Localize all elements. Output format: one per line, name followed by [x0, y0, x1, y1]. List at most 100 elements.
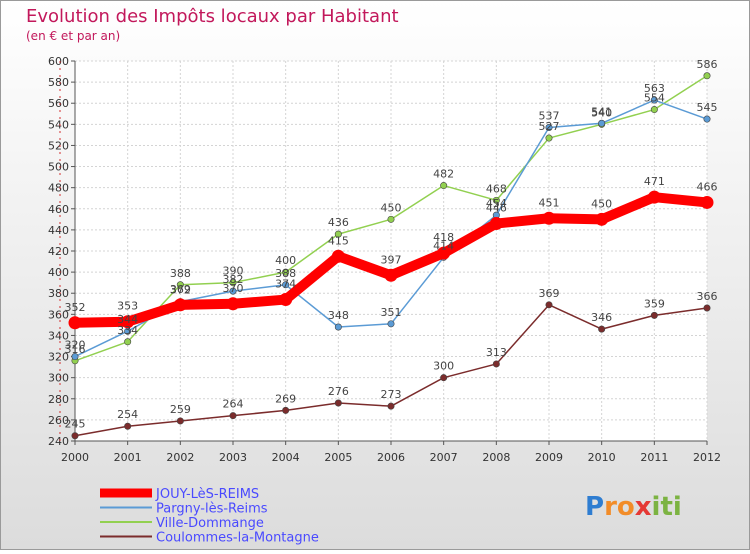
- data-label: 527: [539, 120, 560, 133]
- data-label: 276: [328, 385, 349, 398]
- series-point-3: [229, 412, 237, 420]
- legend: JOUY-LèS-REIMSPargny-lès-ReimsVille-Domm…: [100, 487, 319, 546]
- data-label: 541: [591, 105, 612, 118]
- data-label: 352: [65, 301, 86, 314]
- series-point-3: [440, 374, 448, 382]
- series-point-1: [545, 124, 553, 132]
- series-point-1: [334, 323, 342, 331]
- series-point-3: [387, 402, 395, 410]
- data-label: 563: [644, 82, 665, 95]
- data-label: 400: [275, 254, 296, 267]
- y-tick-label: 460: [48, 203, 69, 216]
- series-point-3: [334, 399, 342, 407]
- series-point-3: [176, 417, 184, 425]
- y-tick-label: 300: [48, 372, 69, 385]
- data-label: 466: [697, 180, 718, 193]
- chart-subtitle: (en € et par an): [26, 29, 120, 43]
- series-point-0: [542, 211, 556, 225]
- data-label: 388: [170, 267, 191, 280]
- data-label: 300: [433, 360, 454, 373]
- data-label: 545: [697, 101, 718, 114]
- data-label: 450: [591, 197, 612, 210]
- x-tick-label: 2005: [324, 451, 352, 464]
- data-label: 482: [433, 168, 454, 181]
- series-point-2: [176, 281, 184, 289]
- series-point-2: [650, 106, 658, 114]
- data-label: 369: [539, 287, 560, 300]
- series-point-3: [492, 360, 500, 368]
- data-label: 369: [170, 283, 191, 296]
- data-label: 351: [381, 306, 402, 319]
- data-label: 372: [170, 284, 191, 297]
- x-tick-label: 2009: [535, 451, 563, 464]
- series-point-0: [279, 293, 293, 307]
- data-label: 259: [170, 403, 191, 416]
- series-point-2: [124, 338, 132, 346]
- series-point-3: [124, 422, 132, 430]
- x-tick-label: 2006: [377, 451, 405, 464]
- series-point-0: [173, 298, 187, 312]
- x-tick-label: 2012: [693, 451, 721, 464]
- series-point-0: [384, 268, 398, 282]
- series-point-0: [700, 195, 714, 209]
- y-tick-label: 440: [48, 224, 69, 237]
- y-tick-label: 260: [48, 414, 69, 427]
- series-point-1: [650, 96, 658, 104]
- data-label: 273: [381, 388, 402, 401]
- data-label: 388: [275, 267, 296, 280]
- data-label: 269: [275, 392, 296, 405]
- data-label: 254: [117, 408, 138, 421]
- data-label: 374: [275, 278, 296, 291]
- data-label: 454: [486, 197, 507, 210]
- series-point-1: [703, 115, 711, 123]
- series-point-2: [703, 72, 711, 80]
- data-label: 418: [433, 231, 454, 244]
- y-tick-label: 380: [48, 287, 69, 300]
- x-tick-label: 2010: [588, 451, 616, 464]
- x-tick-label: 2002: [166, 451, 194, 464]
- data-label: 586: [697, 58, 718, 71]
- series-point-3: [71, 432, 79, 440]
- legend-label: JOUY-LèS-REIMS: [155, 487, 259, 502]
- legend-label: Ville-Dommange: [156, 516, 264, 531]
- series-point-3: [650, 311, 658, 319]
- y-tick-label: 480: [48, 182, 69, 195]
- series-point-0: [437, 246, 451, 260]
- series-point-2: [229, 279, 237, 287]
- data-label: 320: [65, 339, 86, 352]
- series-point-0: [595, 212, 609, 226]
- data-label: 450: [381, 201, 402, 214]
- data-label: 382: [223, 273, 244, 286]
- chart-title: Evolution des Impôts locaux par Habitant: [26, 6, 399, 27]
- series-point-0: [489, 217, 503, 231]
- data-label: 537: [539, 110, 560, 123]
- y-tick-label: 340: [48, 329, 69, 342]
- y-tick-label: 240: [48, 435, 69, 448]
- y-tick-label: 360: [48, 308, 69, 321]
- x-tick-label: 2008: [482, 451, 510, 464]
- data-label: 344: [117, 313, 138, 326]
- data-label: 415: [328, 234, 349, 247]
- x-tick-label: 2011: [640, 451, 668, 464]
- series-point-0: [226, 297, 240, 311]
- data-label: 245: [65, 418, 86, 431]
- data-label: 313: [486, 346, 507, 359]
- series-point-2: [545, 134, 553, 142]
- series-point-3: [282, 406, 290, 414]
- x-tick-label: 2000: [61, 451, 89, 464]
- data-label: 436: [328, 216, 349, 229]
- y-tick-label: 420: [48, 245, 69, 258]
- x-tick-label: 2003: [219, 451, 247, 464]
- series-point-3: [545, 301, 553, 309]
- series-point-2: [334, 230, 342, 238]
- series-point-3: [598, 325, 606, 333]
- data-labels: 352 353 369 370 374 415 397 418 446 451 450 471 466 3…: [65, 58, 718, 431]
- x-tick-label: 2007: [430, 451, 458, 464]
- data-label: 451: [539, 196, 560, 209]
- data-label: 554: [644, 92, 665, 105]
- y-tick-label: 280: [48, 393, 69, 406]
- x-tick-label: 2004: [272, 451, 300, 464]
- series-point-1: [229, 287, 237, 295]
